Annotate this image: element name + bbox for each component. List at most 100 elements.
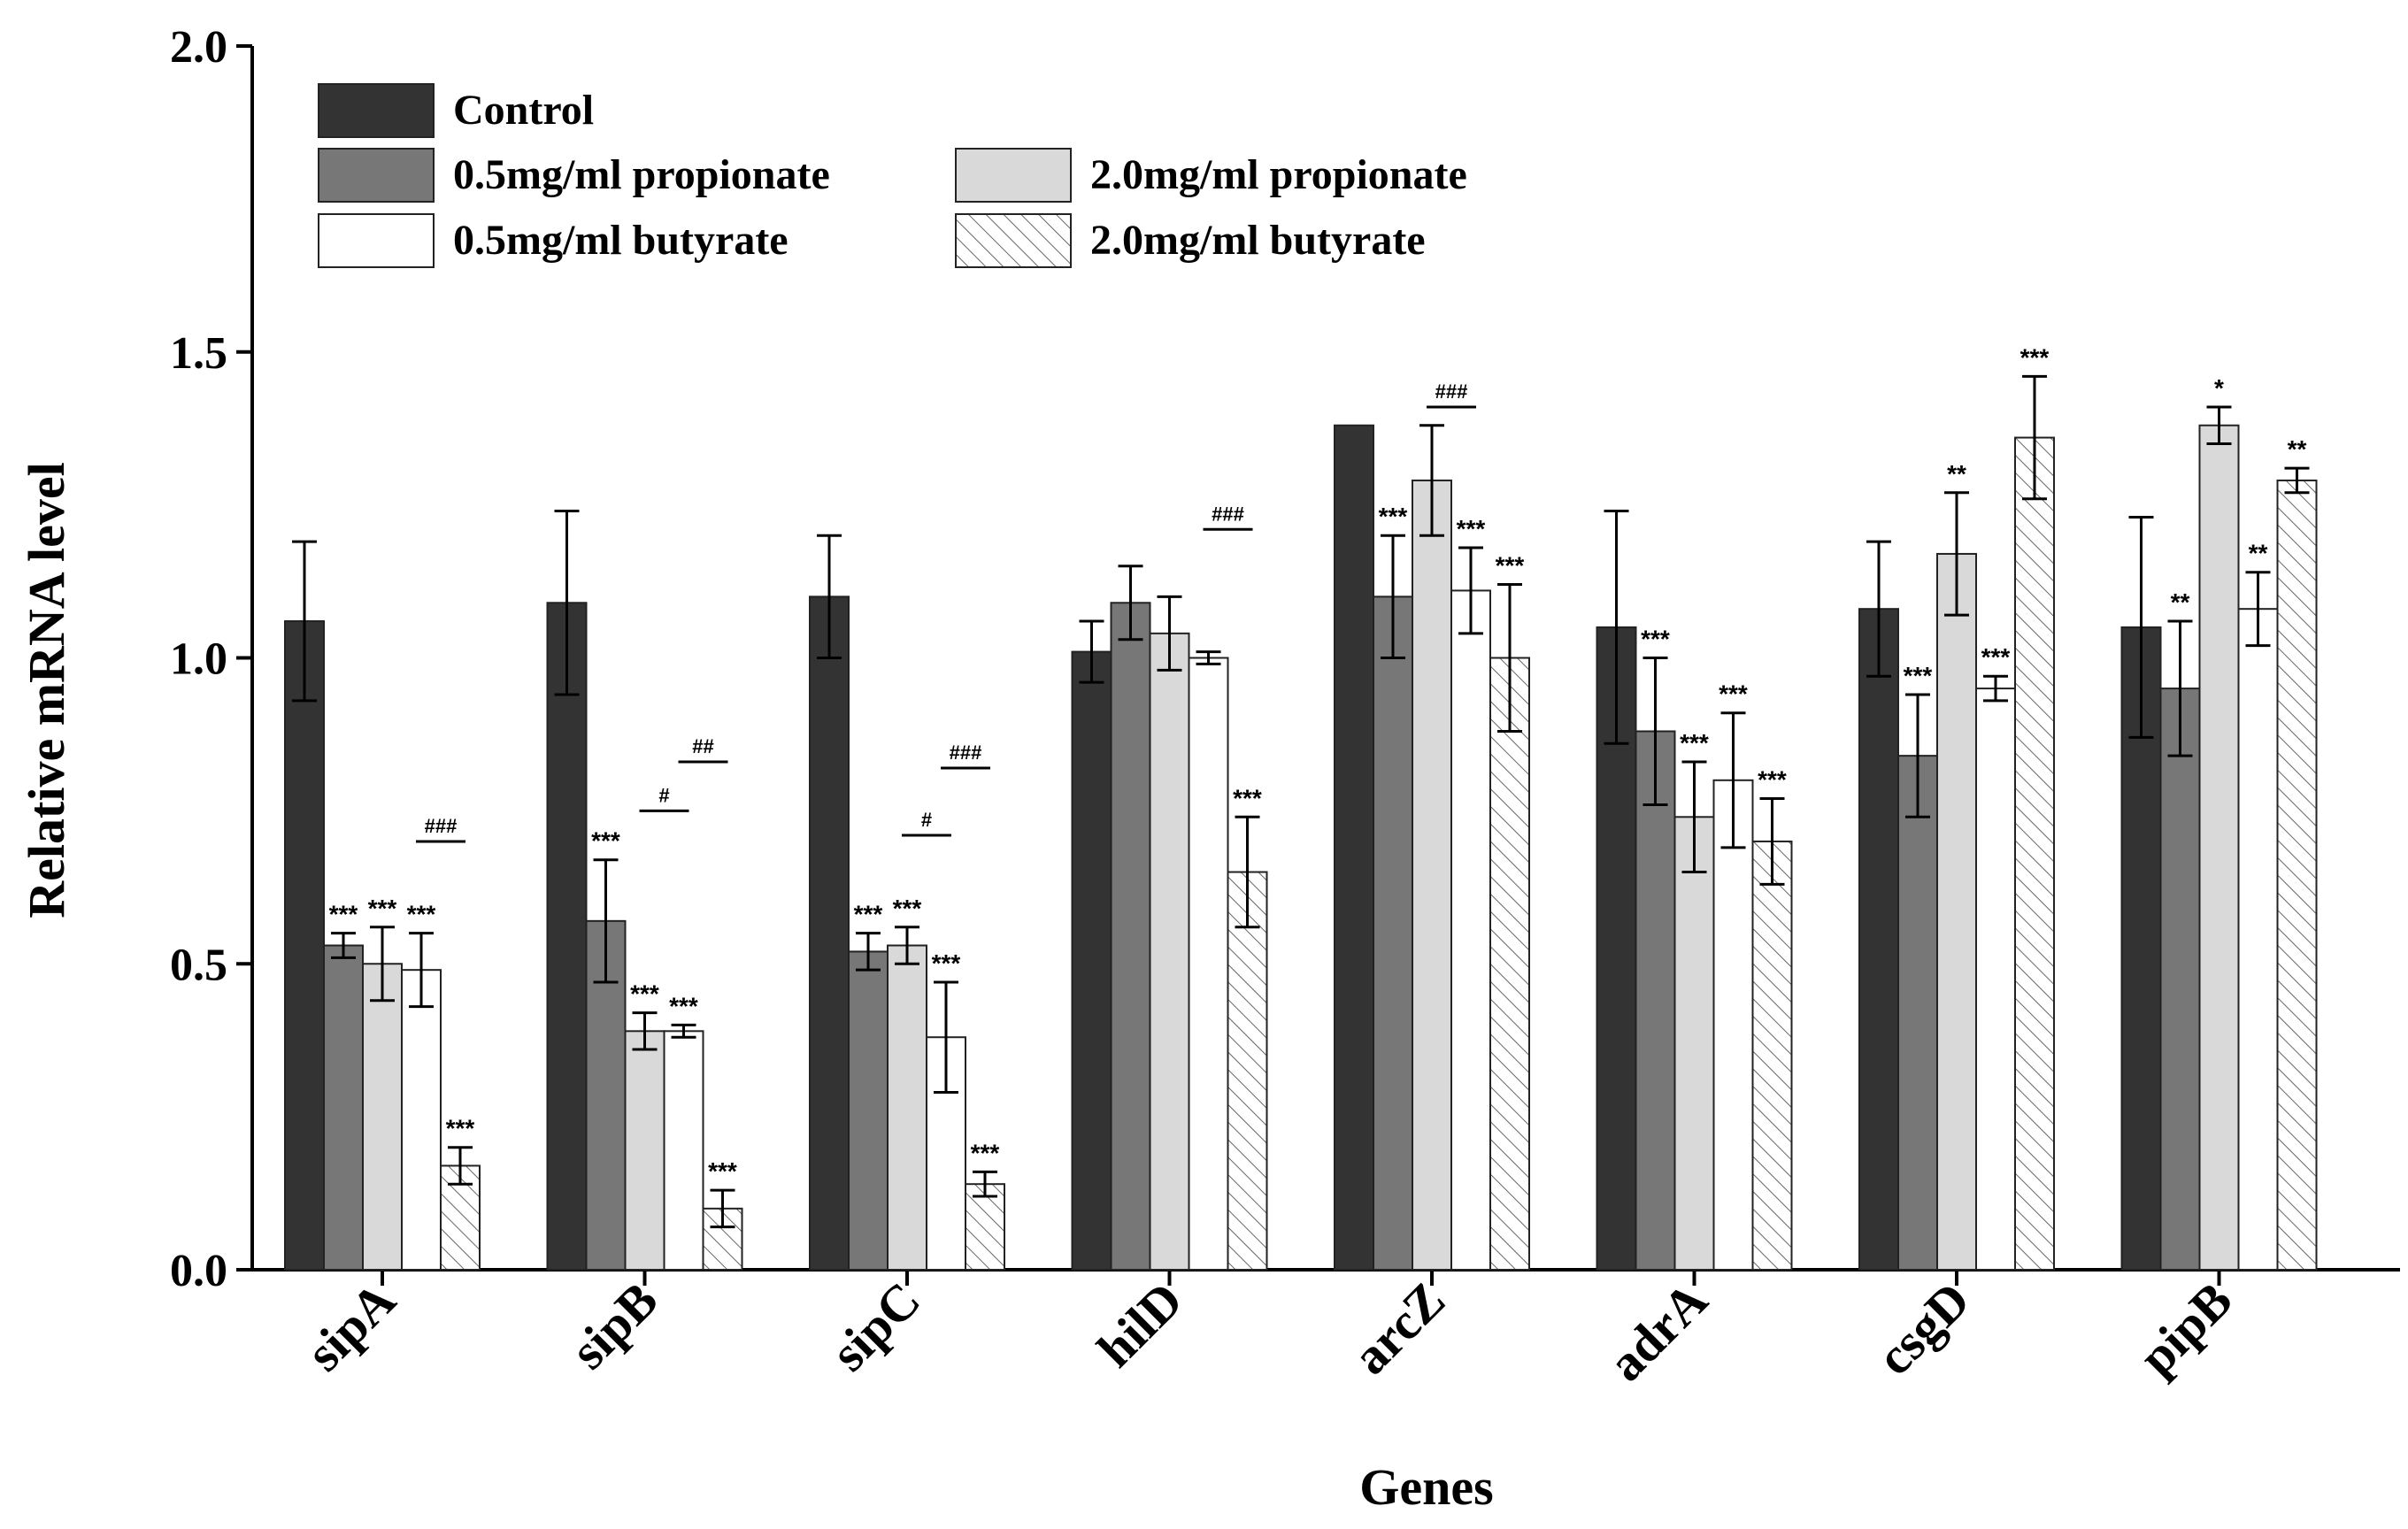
bar — [1412, 479, 1452, 1271]
x-tick-label: arcZ — [1342, 1271, 1456, 1385]
significance-label: *** — [708, 1157, 737, 1185]
bar — [1188, 657, 1229, 1271]
bar — [2159, 688, 2201, 1271]
significance-label: ** — [2288, 435, 2307, 463]
significance-label: *** — [1496, 552, 1525, 580]
legend-swatch — [318, 148, 435, 203]
bar — [1227, 871, 1268, 1272]
bracket-label: # — [658, 784, 669, 806]
significance-label: *** — [368, 895, 397, 922]
x-tick-label: sipA — [295, 1271, 406, 1382]
significance-label: *** — [1758, 766, 1787, 794]
bar — [809, 595, 850, 1271]
x-axis-title: Genes — [1359, 1458, 1493, 1516]
legend-label: 0.5mg/ml propionate — [453, 151, 830, 198]
legend-swatch — [318, 213, 435, 268]
y-tick-label: 0.5 — [170, 940, 227, 990]
bar — [1110, 602, 1151, 1271]
legend-label: 2.0mg/ml propionate — [1090, 151, 1467, 198]
bar — [1334, 424, 1374, 1272]
significance-label: *** — [971, 1139, 1000, 1166]
bar — [1897, 755, 1938, 1271]
y-tick-label: 2.0 — [170, 22, 227, 73]
y-tick-label: 1.5 — [170, 328, 227, 379]
bar — [1975, 688, 2016, 1271]
bar — [284, 620, 325, 1271]
significance-label: *** — [893, 895, 922, 922]
x-tick-label: pipB — [2127, 1271, 2243, 1386]
significance-label: *** — [1719, 680, 1748, 708]
bracket-label: ### — [1212, 503, 1244, 525]
bracket-label: # — [921, 809, 932, 831]
significance-label: *** — [2020, 343, 2050, 371]
bars — [284, 424, 2318, 1272]
significance-label: *** — [1981, 643, 2011, 671]
bar — [1673, 816, 1715, 1271]
bar — [848, 950, 889, 1272]
bar — [362, 963, 403, 1271]
significance-label: *** — [591, 827, 620, 855]
y-tick-label: 0.0 — [170, 1246, 227, 1296]
bar — [401, 969, 442, 1272]
bar — [624, 1030, 665, 1271]
significance-label: ** — [2171, 588, 2190, 616]
bar — [887, 944, 927, 1271]
x-tick-label: sipC — [819, 1271, 931, 1382]
bar — [1450, 589, 1491, 1271]
legend-label: 0.5mg/ml butyrate — [453, 217, 789, 264]
y-axis-title: Relative mRNA level — [18, 462, 75, 918]
significance-label: *** — [854, 901, 883, 928]
bar — [546, 602, 588, 1271]
bracket-label: ### — [950, 741, 982, 764]
significance-label: *** — [1641, 626, 1670, 653]
significance-label: *** — [446, 1115, 475, 1142]
error-bars — [292, 374, 2310, 1229]
bar — [1635, 730, 1676, 1271]
legend-swatch — [955, 213, 1072, 268]
significance-label: *** — [1379, 503, 1408, 530]
y-ticks: 0.0 0.5 1.0 1.5 2.0 — [170, 22, 252, 1296]
significance-label: *** — [407, 901, 436, 928]
bracket-label: ### — [1435, 380, 1468, 403]
legend-swatch — [318, 83, 435, 138]
bracket-label: ### — [425, 815, 458, 837]
legend-label: Control — [453, 87, 594, 134]
bar — [1373, 595, 1413, 1271]
legend: Control 0.5mg/ml propionate 2.0mg/ml propi… — [318, 83, 1467, 268]
x-tick-label: csgD — [1866, 1271, 1981, 1386]
significance-label: ** — [2249, 540, 2268, 567]
comparison-brackets: ################ — [416, 380, 1476, 843]
significance-label: *** — [669, 992, 698, 1019]
bar — [323, 944, 364, 1271]
bar — [1149, 632, 1190, 1271]
significance-label: *** — [630, 980, 659, 1008]
x-tick-label: hilD — [1087, 1271, 1194, 1378]
bar — [1712, 779, 1754, 1271]
bar — [1751, 840, 1793, 1271]
bar — [1936, 552, 1977, 1271]
significance-label: *** — [932, 949, 961, 977]
significance-label: *** — [1233, 784, 1262, 811]
bar — [2014, 436, 2055, 1271]
significance-label: * — [2214, 374, 2224, 402]
x-ticks: sipA sipB sipC hilD arcZ adrA csgD pipB — [295, 1270, 2243, 1392]
bar — [2276, 479, 2318, 1271]
bar — [2237, 608, 2279, 1271]
x-tick-label: adrA — [1597, 1271, 1719, 1392]
significance-label: ** — [1947, 460, 1966, 488]
bar — [2198, 424, 2240, 1272]
bar — [1858, 608, 1899, 1271]
significance-label: *** — [329, 901, 358, 928]
x-tick-label: sipB — [559, 1271, 668, 1379]
bar — [1071, 650, 1112, 1271]
legend-swatch — [955, 148, 1072, 203]
significance-label: *** — [1904, 662, 1933, 689]
significance-labels: ****************************************… — [329, 343, 2307, 1185]
bar — [663, 1030, 704, 1271]
bar — [1489, 657, 1530, 1271]
y-tick-label: 1.0 — [170, 634, 227, 685]
legend-label: 2.0mg/ml butyrate — [1090, 217, 1426, 264]
significance-label: *** — [1457, 515, 1486, 542]
significance-label: *** — [1680, 729, 1709, 757]
